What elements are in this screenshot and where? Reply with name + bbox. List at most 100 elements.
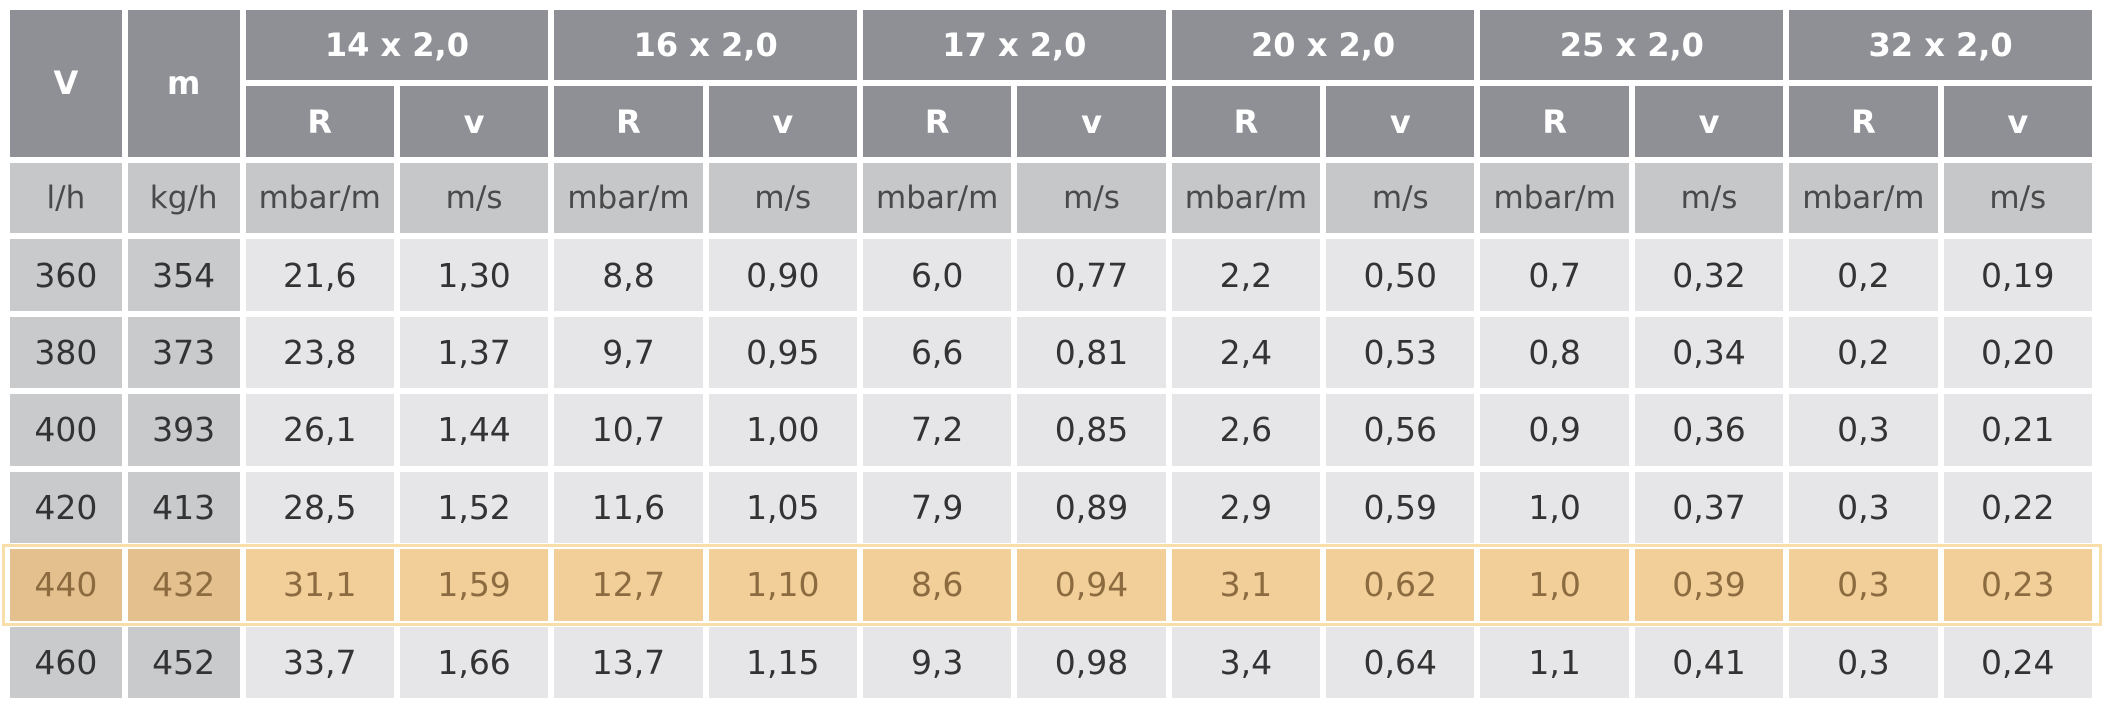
cell-r: 31,1 [245, 549, 394, 621]
cell-velocity: 1,37 [399, 316, 549, 389]
cell-velocity: 0,19 [1943, 239, 2092, 311]
cell-mass-flow: 373 [127, 316, 240, 389]
unit-r: mbar/m [1171, 162, 1321, 234]
cell-velocity: 0,32 [1634, 239, 1784, 311]
cell-volume-flow: 360 [10, 239, 122, 311]
cell-r: 11,6 [554, 471, 703, 544]
unit-r: mbar/m [554, 162, 703, 234]
cell-r: 23,8 [245, 316, 394, 389]
cell-r: 0,3 [1789, 549, 1938, 621]
unit-v: l/h [10, 162, 122, 234]
cell-velocity: 0,50 [1326, 239, 1475, 311]
cell-velocity: 1,15 [708, 626, 857, 698]
cell-velocity: 0,20 [1943, 316, 2092, 389]
unit-velocity: m/s [1634, 162, 1784, 234]
cell-velocity: 0,22 [1943, 471, 2092, 544]
header-velocity: v [1017, 86, 1166, 157]
header-r: R [1789, 86, 1938, 157]
cell-r: 21,6 [245, 239, 394, 311]
cell-velocity: 0,56 [1326, 394, 1475, 466]
cell-velocity: 1,59 [399, 549, 549, 621]
header-dimension: 20 x 2,0 [1171, 10, 1475, 81]
table-row: 360 354 21,6 1,30 8,8 0,90 6,0 0,77 2,2 0,50 0,7 0,… [10, 239, 2092, 311]
cell-volume-flow: 440 [10, 549, 122, 621]
cell-mass-flow: 354 [127, 239, 240, 311]
cell-r: 28,5 [245, 471, 394, 544]
table-row: 400 393 26,1 1,44 10,7 1,00 7,2 0,85 2,6 0,56 0,9 0… [10, 394, 2092, 466]
cell-r: 0,2 [1789, 316, 1938, 389]
header-velocity: v [1326, 86, 1475, 157]
table-row: 460 452 33,7 1,66 13,7 1,15 9,3 0,98 3,4 0,64 1,1 0… [10, 626, 2092, 698]
header-r: R [1480, 86, 1629, 157]
header-velocity: v [1634, 86, 1784, 157]
header-r: R [245, 86, 394, 157]
cell-r: 1,0 [1480, 549, 1629, 621]
cell-velocity: 1,05 [708, 471, 857, 544]
unit-velocity: m/s [1943, 162, 2092, 234]
cell-velocity: 0,90 [708, 239, 857, 311]
header-dimension: 25 x 2,0 [1480, 10, 1784, 81]
unit-velocity: m/s [1017, 162, 1166, 234]
cell-velocity: 0,89 [1017, 471, 1166, 544]
header-v: V [10, 10, 122, 157]
cell-velocity: 0,98 [1017, 626, 1166, 698]
header-row-units: l/h kg/h mbar/m m/s mbar/m m/s mbar/m m/s mbar… [10, 162, 2092, 234]
cell-r: 6,6 [863, 316, 1012, 389]
cell-r: 8,6 [863, 549, 1012, 621]
cell-velocity: 0,64 [1326, 626, 1475, 698]
cell-r: 0,3 [1789, 394, 1938, 466]
cell-velocity: 1,10 [708, 549, 857, 621]
header-dimension: 32 x 2,0 [1789, 10, 2092, 81]
unit-r: mbar/m [1789, 162, 1938, 234]
cell-velocity: 1,52 [399, 471, 549, 544]
header-velocity: v [399, 86, 549, 157]
cell-r: 3,1 [1171, 549, 1321, 621]
cell-r: 9,3 [863, 626, 1012, 698]
cell-r: 10,7 [554, 394, 703, 466]
cell-r: 7,2 [863, 394, 1012, 466]
table-row: 420 413 28,5 1,52 11,6 1,05 7,9 0,89 2,9 0,59 1,0 0… [10, 471, 2092, 544]
unit-velocity: m/s [1326, 162, 1475, 234]
cell-volume-flow: 460 [10, 626, 122, 698]
cell-volume-flow: 380 [10, 316, 122, 389]
cell-volume-flow: 400 [10, 394, 122, 466]
cell-velocity: 0,94 [1017, 549, 1166, 621]
cell-velocity: 0,24 [1943, 626, 2092, 698]
cell-r: 26,1 [245, 394, 394, 466]
cell-r: 0,2 [1789, 239, 1938, 311]
cell-r: 3,4 [1171, 626, 1321, 698]
header-velocity: v [708, 86, 857, 157]
cell-r: 2,6 [1171, 394, 1321, 466]
cell-velocity: 1,66 [399, 626, 549, 698]
cell-r: 0,9 [1480, 394, 1629, 466]
cell-r: 1,0 [1480, 471, 1629, 544]
cell-r: 8,8 [554, 239, 703, 311]
header-m: m [127, 10, 240, 157]
cell-velocity: 0,59 [1326, 471, 1475, 544]
cell-r: 0,7 [1480, 239, 1629, 311]
cell-velocity: 0,85 [1017, 394, 1166, 466]
cell-velocity: 0,62 [1326, 549, 1475, 621]
cell-r: 6,0 [863, 239, 1012, 311]
cell-r: 9,7 [554, 316, 703, 389]
unit-r: mbar/m [1480, 162, 1629, 234]
cell-velocity: 0,36 [1634, 394, 1784, 466]
cell-volume-flow: 420 [10, 471, 122, 544]
cell-velocity: 1,30 [399, 239, 549, 311]
cell-velocity: 0,37 [1634, 471, 1784, 544]
cell-mass-flow: 413 [127, 471, 240, 544]
cell-mass-flow: 393 [127, 394, 240, 466]
cell-velocity: 0,95 [708, 316, 857, 389]
cell-velocity: 0,34 [1634, 316, 1784, 389]
cell-mass-flow: 452 [127, 626, 240, 698]
unit-r: mbar/m [245, 162, 394, 234]
header-velocity: v [1943, 86, 2092, 157]
unit-velocity: m/s [708, 162, 857, 234]
unit-m: kg/h [127, 162, 240, 234]
cell-r: 1,1 [1480, 626, 1629, 698]
cell-velocity: 1,00 [708, 394, 857, 466]
header-dimension: 16 x 2,0 [554, 10, 857, 81]
header-r: R [1171, 86, 1321, 157]
cell-velocity: 0,41 [1634, 626, 1784, 698]
cell-velocity: 0,23 [1943, 549, 2092, 621]
